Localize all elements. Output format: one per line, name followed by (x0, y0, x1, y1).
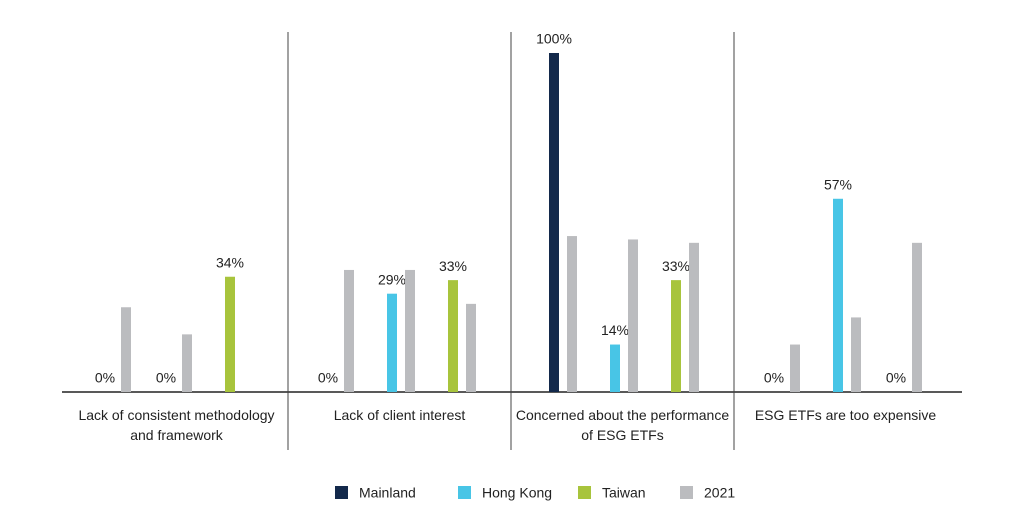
bar-2021 (689, 242, 699, 392)
bar-2021 (790, 344, 800, 392)
bar (833, 198, 843, 392)
data-label: 57% (824, 176, 852, 192)
bar-2021 (344, 269, 354, 392)
data-label: 0% (156, 370, 176, 386)
bar-2021 (567, 236, 577, 392)
data-label: 0% (764, 370, 784, 386)
category-label: Concerned about the performance of ESG E… (515, 407, 730, 443)
legend-label: 2021 (704, 485, 735, 501)
bar-2021 (628, 239, 638, 392)
bar-2021 (121, 307, 131, 392)
data-label: 0% (886, 370, 906, 386)
bar (671, 280, 681, 392)
bar-2021 (466, 303, 476, 392)
bar (448, 280, 458, 392)
data-label: 33% (662, 258, 690, 274)
bar (549, 53, 559, 392)
category-label: Lack of consistent methodology and frame… (78, 407, 275, 443)
legend-label: Mainland (359, 485, 416, 501)
bar-2021 (182, 334, 192, 392)
bar (610, 344, 620, 392)
bar-2021 (912, 242, 922, 392)
data-label: 29% (378, 271, 406, 287)
data-label: 14% (601, 322, 629, 338)
legend-label: Hong Kong (482, 485, 552, 501)
legend-label: Taiwan (602, 485, 646, 501)
data-label: 100% (536, 31, 572, 47)
bar-2021 (405, 269, 415, 392)
legend-swatch (680, 486, 693, 499)
legend-swatch (578, 486, 591, 499)
category-label: Lack of client interest (333, 407, 466, 423)
data-label: 33% (439, 258, 467, 274)
data-label: 0% (318, 370, 338, 386)
data-label: 0% (95, 370, 115, 386)
legend-swatch (458, 486, 471, 499)
bar-2021 (851, 317, 861, 392)
data-label: 34% (216, 254, 244, 270)
bar (225, 276, 235, 392)
bar (387, 293, 397, 392)
legend-swatch (335, 486, 348, 499)
category-label: ESG ETFs are too expensive (754, 407, 937, 423)
